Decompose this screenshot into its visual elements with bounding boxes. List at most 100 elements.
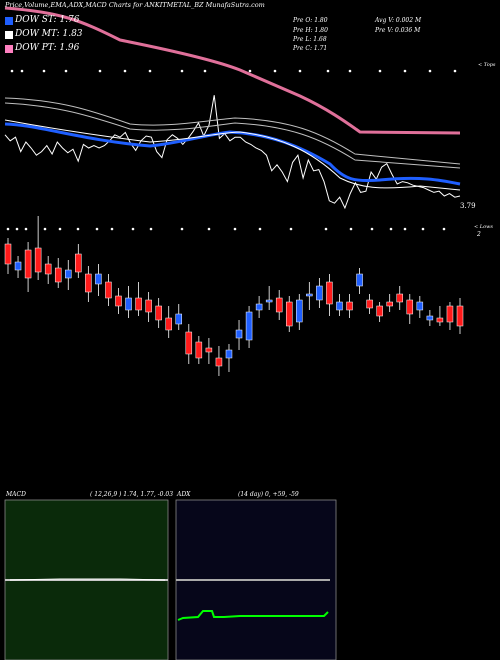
candle-body [396,293,403,303]
candle-body [225,349,233,359]
low-marker [95,227,99,231]
top-marker [248,69,252,73]
macd-params: ( 12,26,9 ) 1.74, 1.77, -0.03 [90,491,174,498]
candle-body [155,305,162,321]
tops-label: < Tops [478,62,496,68]
candle-body [24,249,32,279]
low-marker [110,227,114,231]
last-price-label: 3.79 [460,202,476,210]
avg-volume: Avg V: 0.002 M [375,17,422,24]
legend-dow-mt: DOW MT: 1.83 [15,29,83,39]
lows-label: < Lows [474,224,493,230]
top-marker [203,69,207,73]
legend-dow-pt: DOW PT: 1.96 [15,43,80,53]
low-marker [370,227,374,231]
candle-body [296,299,303,323]
macd-signal-line [9,578,166,581]
candle-body [105,281,112,299]
low-marker [349,227,353,231]
low-marker [289,227,293,231]
candle-body [376,305,383,317]
low-marker [15,227,19,231]
candle-body [386,301,393,307]
candle-body [336,301,343,311]
candle-body [235,329,243,339]
candle-body [316,285,323,301]
adx-title: ADX [177,491,191,498]
pre-volume: Pre V: 0.036 M [375,27,421,34]
candle-body [75,253,82,273]
candle-body [44,263,52,275]
ema-mid-line [4,119,461,191]
candle-body [65,269,72,279]
candle-body [275,297,283,313]
candle-body [265,299,273,303]
candle-body [356,273,363,287]
candle-body [346,301,353,311]
candle-body [215,357,223,367]
low-marker [421,227,425,231]
candle-body [406,299,414,315]
legend-swatch-pt [5,45,13,53]
candle-body [34,247,42,273]
low-marker [389,227,393,231]
low-marker [24,227,28,231]
top-marker [273,69,277,73]
top-marker [20,69,24,73]
candle-body [195,341,203,359]
top-marker [42,69,46,73]
top-marker [428,69,432,73]
low-marker [233,227,237,231]
legend-swatch-st [5,17,13,25]
candle-body [125,297,132,311]
pre-high: Pre H: 1.80 [293,27,328,34]
right-scale-label: 2 [477,231,481,238]
low-marker [324,227,328,231]
top-marker [298,69,302,73]
top-marker [403,69,407,73]
low-marker [403,227,407,231]
top-marker [378,69,382,73]
top-marker [348,69,352,73]
candle-body [115,295,122,307]
pre-open: Pre O: 1.80 [293,17,328,24]
low-marker [131,227,135,231]
top-marker [453,69,457,73]
low-marker [58,227,62,231]
macd-title: MACD [6,491,26,498]
candle-body [14,261,22,271]
candle-body [245,311,253,341]
low-marker [442,227,446,231]
candle-body [205,347,213,353]
candle-body [255,303,263,311]
legend-swatch-mt [5,31,13,39]
candle-body [456,305,464,327]
top-marker [180,69,184,73]
candle-body [306,293,313,297]
low-marker [76,227,80,231]
candle-body [135,297,142,311]
top-marker [148,69,152,73]
legend-dow-st: DOW ST: 1.76 [15,15,80,25]
page-title: Price,Volume,EMA,ADX,MACD Charts for ANK… [5,1,265,9]
candle-body [145,299,152,313]
top-marker [326,69,330,73]
candle-body [4,243,12,265]
candle-body [54,267,62,283]
candle-body [185,331,193,355]
candle-body [436,317,444,323]
low-marker [43,227,47,231]
candle-body [285,301,293,327]
top-marker [64,69,68,73]
candle-body [85,273,92,293]
pre-close: Pre C: 1.71 [293,45,328,52]
candle-body [366,299,373,309]
ema-upper-band-2 [4,102,461,169]
low-marker [6,227,10,231]
ema-upper-band [4,97,461,165]
pre-low: Pre L: 1.68 [293,36,327,43]
adx-di-line [177,610,329,621]
low-marker [258,227,262,231]
top-marker [123,69,127,73]
